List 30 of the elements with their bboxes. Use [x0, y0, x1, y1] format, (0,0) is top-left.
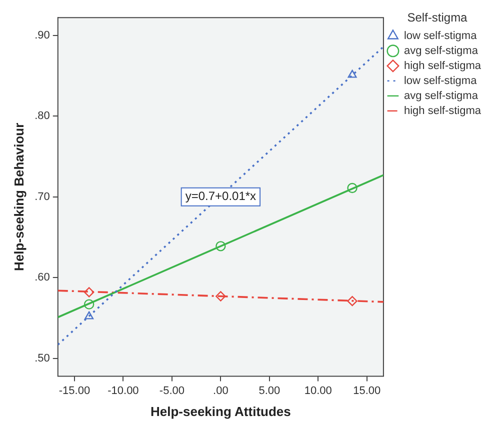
x-tick-label: 5.00: [258, 384, 280, 397]
point: [347, 182, 358, 194]
y-axis-title: Help-seeking Behaviour: [11, 122, 26, 271]
x-tick-label: 15.00: [353, 384, 381, 397]
point: [216, 291, 226, 302]
point: [347, 296, 358, 306]
legend-label: avg self-stigma: [404, 90, 479, 102]
legend-title: Self-stigma: [407, 10, 468, 24]
point: [84, 299, 94, 310]
x-tick-label: 10.00: [304, 384, 332, 397]
y-tick-label: .50: [34, 352, 50, 364]
point: [216, 241, 226, 252]
legend-label: high self-stigma: [404, 104, 482, 117]
legend-label: avg self-stigma: [404, 44, 479, 57]
x-tick-label: .00: [213, 384, 228, 397]
x-tick-label: -5.00: [159, 384, 184, 397]
x-tick-label: -10.00: [108, 384, 139, 397]
point: [84, 287, 94, 298]
y-tick-label: .70: [34, 190, 50, 203]
legend-label: high self-stigma: [404, 60, 482, 72]
x-axis-title: Help-seeking Attitudes: [150, 404, 291, 419]
point: [348, 70, 357, 78]
point: [84, 311, 94, 320]
y-tick-label: .90: [34, 29, 50, 42]
legend-label: low self-stigma: [404, 74, 478, 87]
annotation: y=0.7+0.01*x: [185, 189, 256, 204]
y-tick-label: .80: [34, 110, 50, 122]
x-tick-label: -15.00: [58, 384, 90, 397]
y-tick-label: .60: [34, 272, 50, 284]
legend-label: low self-stigma: [404, 30, 478, 42]
